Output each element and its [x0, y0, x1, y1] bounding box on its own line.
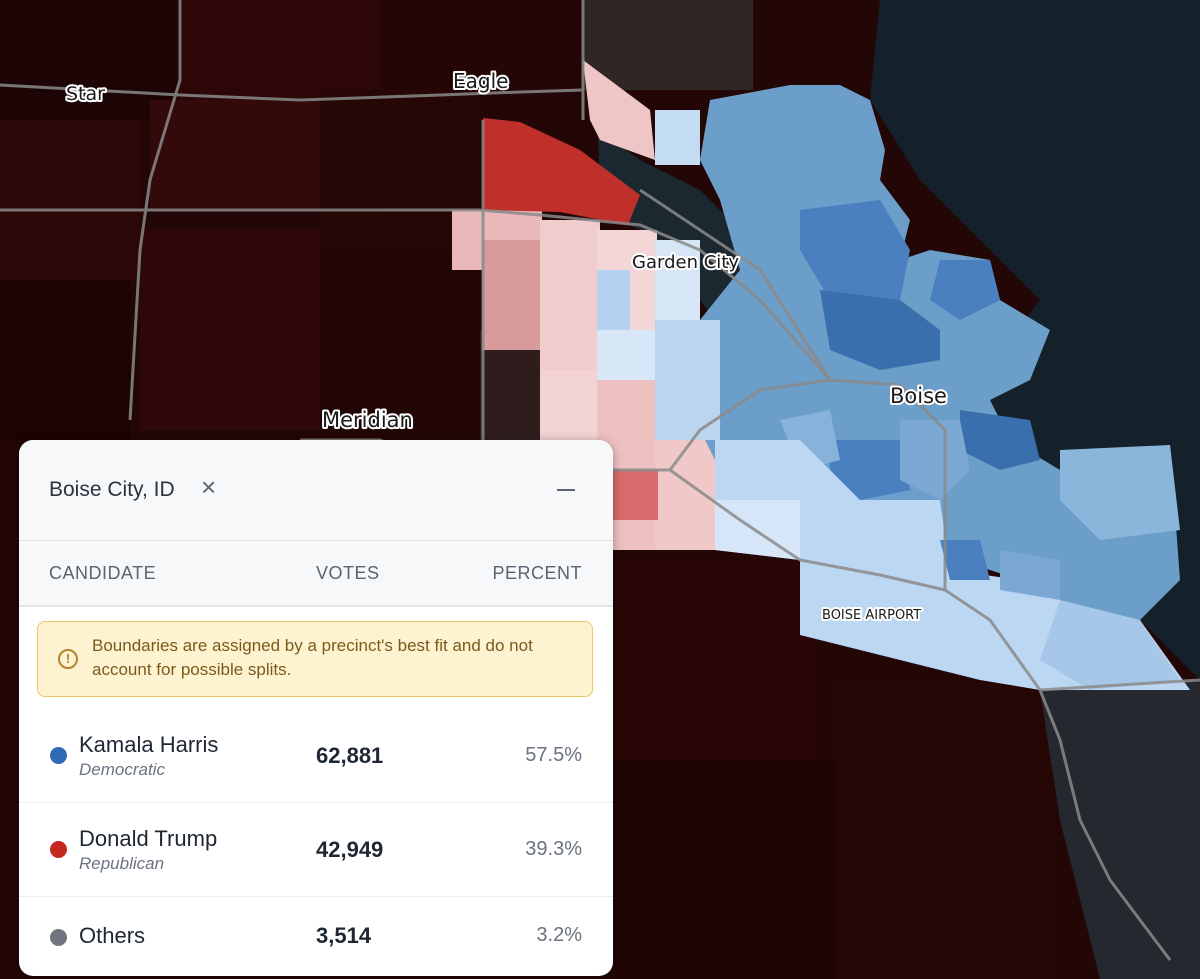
- candidate-party: Republican: [79, 854, 165, 873]
- candidate-votes: 62,881: [316, 743, 384, 768]
- warning-icon: !: [58, 649, 78, 669]
- candidate-name: Donald Trump: [79, 826, 218, 851]
- results-panel: Boise City, ID × CANDIDATE VOTES PERCENT…: [19, 440, 613, 976]
- close-icon[interactable]: ×: [201, 472, 217, 502]
- candidate-percent: 3.2%: [536, 924, 582, 946]
- candidate-name: Others: [79, 923, 146, 948]
- no-data-region-lower: [1040, 680, 1200, 979]
- boundary-notice: ! Boundaries are assigned by a precinct'…: [37, 621, 593, 697]
- party-color-dot: [50, 747, 67, 764]
- candidate-votes: 3,514: [316, 923, 372, 948]
- panel-header: Boise City, ID ×: [19, 440, 613, 541]
- label-garden-city: Garden City: [632, 252, 739, 273]
- label-star: Star: [66, 83, 105, 105]
- place-labels: Star Eagle Garden City Boise Meridian BO…: [64, 67, 949, 625]
- candidate-row[interactable]: Others 3,514 3.2%: [19, 896, 613, 976]
- label-boise-airport: BOISE AIRPORT: [822, 608, 921, 623]
- label-eagle: Eagle: [453, 69, 508, 93]
- candidate-votes: 42,949: [316, 837, 384, 862]
- minimize-icon[interactable]: [557, 489, 575, 491]
- candidate-name: Kamala Harris: [79, 732, 219, 757]
- column-votes: VOTES: [316, 563, 380, 583]
- candidate-row[interactable]: Donald Trump Republican 42,949 39.3%: [19, 802, 613, 897]
- label-meridian: Meridian: [322, 408, 413, 432]
- column-candidate: CANDIDATE: [49, 563, 157, 583]
- candidate-percent: 39.3%: [525, 838, 582, 860]
- republican-precinct: [483, 118, 640, 225]
- panel-title: Boise City, ID: [49, 478, 175, 501]
- candidate-percent: 57.5%: [525, 744, 582, 766]
- republican-dark-precincts: [140, 0, 753, 440]
- party-color-dot: [50, 929, 67, 946]
- party-color-dot: [50, 841, 67, 858]
- column-header: CANDIDATE VOTES PERCENT: [19, 541, 613, 607]
- label-boise: Boise: [890, 384, 947, 408]
- candidate-party: Democratic: [79, 760, 165, 779]
- democratic-precincts: [597, 85, 1190, 690]
- column-percent: PERCENT: [492, 563, 582, 583]
- notice-text: Boundaries are assigned by a precinct's …: [92, 636, 533, 679]
- candidate-row[interactable]: Kamala Harris Democratic 62,881 57.5%: [19, 708, 613, 803]
